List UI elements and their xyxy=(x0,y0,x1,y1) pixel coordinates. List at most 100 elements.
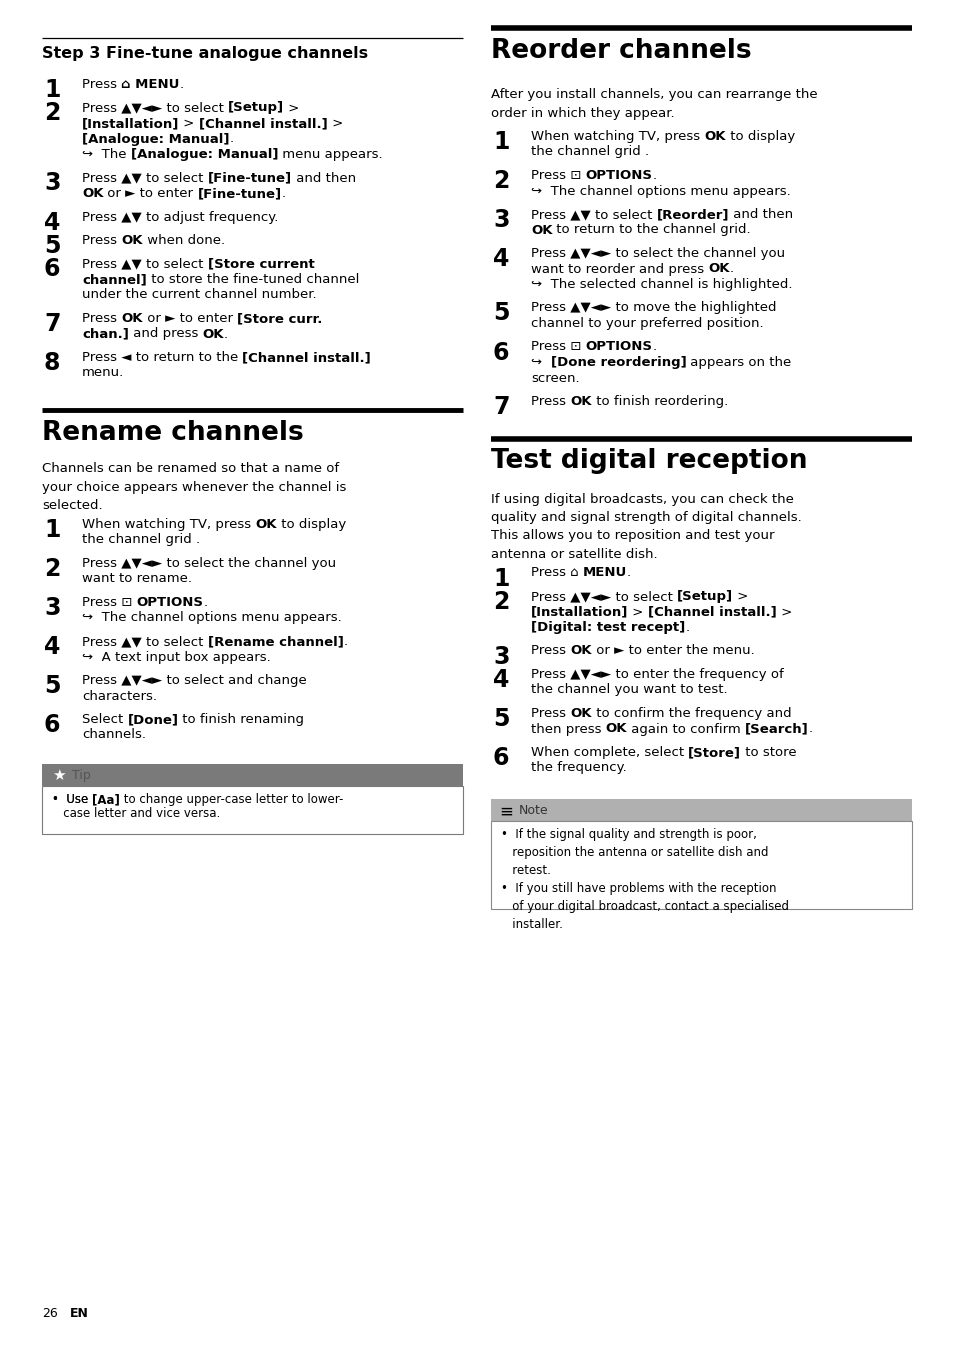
Text: Rename channels: Rename channels xyxy=(42,420,303,446)
Text: MENU: MENU xyxy=(582,567,626,579)
Text: Press ⊡: Press ⊡ xyxy=(531,169,585,182)
Text: OK: OK xyxy=(703,130,725,143)
Text: ↪  The: ↪ The xyxy=(82,148,131,161)
Text: screen.: screen. xyxy=(531,371,579,385)
Text: Press ▲▼◄► to enter the frequency of: Press ▲▼◄► to enter the frequency of xyxy=(531,668,783,680)
Text: case letter and vice versa.: case letter and vice versa. xyxy=(52,807,220,819)
Text: [Fine-tune]: [Fine-tune] xyxy=(208,171,292,185)
Text: [Setup]: [Setup] xyxy=(228,101,284,115)
Text: channels.: channels. xyxy=(82,729,146,741)
Text: Note: Note xyxy=(518,805,548,817)
Text: want to reorder and press: want to reorder and press xyxy=(531,262,708,275)
Text: After you install channels, you can rearrange the
order in which they appear.: After you install channels, you can rear… xyxy=(491,88,817,120)
Text: .: . xyxy=(808,722,812,736)
Text: 3: 3 xyxy=(493,644,509,668)
Text: channel to your preferred position.: channel to your preferred position. xyxy=(531,317,762,329)
Text: •  If the signal quality and strength is poor,
   reposition the antenna or sate: • If the signal quality and strength is … xyxy=(500,828,788,931)
Text: 8: 8 xyxy=(44,351,60,375)
Text: [Store]: [Store] xyxy=(688,747,740,759)
Text: menu.: menu. xyxy=(82,366,124,379)
Text: OK: OK xyxy=(121,312,143,325)
Text: Press ⊡: Press ⊡ xyxy=(531,340,585,354)
Text: OK: OK xyxy=(605,722,626,736)
Text: then press: then press xyxy=(531,722,605,736)
Text: the frequency.: the frequency. xyxy=(531,761,626,775)
Text: OPTIONS: OPTIONS xyxy=(585,340,652,354)
Text: 1: 1 xyxy=(493,567,509,590)
Text: 2: 2 xyxy=(493,590,509,614)
Text: or ► to enter the menu.: or ► to enter the menu. xyxy=(591,644,754,657)
Text: ↪: ↪ xyxy=(531,356,550,369)
Text: 3: 3 xyxy=(44,171,60,196)
Text: >: > xyxy=(628,606,647,618)
Text: and then: and then xyxy=(292,171,355,185)
Text: .: . xyxy=(652,169,656,182)
Text: Press ▲▼ to select: Press ▲▼ to select xyxy=(82,171,208,185)
Text: OK: OK xyxy=(82,188,103,200)
Text: 4: 4 xyxy=(493,247,509,271)
Text: ★: ★ xyxy=(52,768,66,783)
Text: 3: 3 xyxy=(44,595,60,620)
Text: >: > xyxy=(733,590,748,603)
Text: want to rename.: want to rename. xyxy=(82,572,192,586)
Text: Press ▲▼ to select: Press ▲▼ to select xyxy=(82,258,208,270)
Text: [Analogue: Manual]: [Analogue: Manual] xyxy=(131,148,278,161)
Text: ↪  A text input box appears.: ↪ A text input box appears. xyxy=(82,651,271,663)
Text: again to confirm: again to confirm xyxy=(626,722,744,736)
Bar xyxy=(491,821,911,909)
Text: to display: to display xyxy=(276,518,346,531)
Text: Press ◄ to return to the: Press ◄ to return to the xyxy=(82,351,242,364)
Text: or ► to enter: or ► to enter xyxy=(103,188,197,200)
Text: Press: Press xyxy=(531,396,570,408)
Text: channel]: channel] xyxy=(82,273,147,286)
Text: to display: to display xyxy=(725,130,794,143)
Text: >: > xyxy=(179,117,199,130)
Text: [Installation]: [Installation] xyxy=(531,606,628,618)
Text: OPTIONS: OPTIONS xyxy=(136,595,203,609)
Bar xyxy=(42,764,462,786)
Text: .: . xyxy=(729,262,733,275)
Text: .: . xyxy=(652,340,656,354)
Text: or ► to enter: or ► to enter xyxy=(143,312,236,325)
Text: 6: 6 xyxy=(493,747,509,769)
Text: Press ▲▼ to select: Press ▲▼ to select xyxy=(82,634,208,648)
Text: OK: OK xyxy=(202,328,224,340)
Text: EN: EN xyxy=(70,1307,89,1320)
Text: [Store curr.: [Store curr. xyxy=(236,312,322,325)
Text: >: > xyxy=(284,101,299,115)
Text: .: . xyxy=(230,132,233,146)
Text: OK: OK xyxy=(570,396,591,408)
Text: characters.: characters. xyxy=(82,690,157,702)
Bar xyxy=(491,799,911,821)
Text: [Channel install.]: [Channel install.] xyxy=(242,351,371,364)
Text: [Search]: [Search] xyxy=(744,722,808,736)
Text: Reorder channels: Reorder channels xyxy=(491,38,751,63)
Text: 6: 6 xyxy=(44,713,60,737)
Text: to change upper-case letter to lower-: to change upper-case letter to lower- xyxy=(120,792,343,806)
Text: Press ▲▼◄► to select the channel you: Press ▲▼◄► to select the channel you xyxy=(531,247,784,261)
Text: the channel grid .: the channel grid . xyxy=(531,146,648,158)
Text: OK: OK xyxy=(531,224,552,236)
Text: .: . xyxy=(626,567,631,579)
Text: OK: OK xyxy=(570,707,591,720)
Text: 2: 2 xyxy=(44,558,60,580)
Text: OK: OK xyxy=(121,234,143,247)
Text: If using digital broadcasts, you can check the
quality and signal strength of di: If using digital broadcasts, you can che… xyxy=(491,493,801,562)
Text: 1: 1 xyxy=(44,78,60,103)
Text: the channel grid .: the channel grid . xyxy=(82,533,200,547)
Text: Press ▲▼ to select: Press ▲▼ to select xyxy=(531,208,656,221)
Text: [Fine-tune]: [Fine-tune] xyxy=(197,188,281,200)
Text: to finish renaming: to finish renaming xyxy=(178,713,304,726)
Text: to return to the channel grid.: to return to the channel grid. xyxy=(552,224,750,236)
Text: >: > xyxy=(776,606,791,618)
Text: Press ⊡: Press ⊡ xyxy=(82,595,136,609)
Text: Press: Press xyxy=(82,312,121,325)
Text: 7: 7 xyxy=(493,396,509,418)
Text: .: . xyxy=(281,188,286,200)
Text: [Done reordering]: [Done reordering] xyxy=(550,356,685,369)
Text: 4: 4 xyxy=(44,211,60,235)
Text: When complete, select: When complete, select xyxy=(531,747,688,759)
Text: Select: Select xyxy=(82,713,128,726)
Text: 5: 5 xyxy=(493,301,509,325)
Text: Press: Press xyxy=(82,234,121,247)
